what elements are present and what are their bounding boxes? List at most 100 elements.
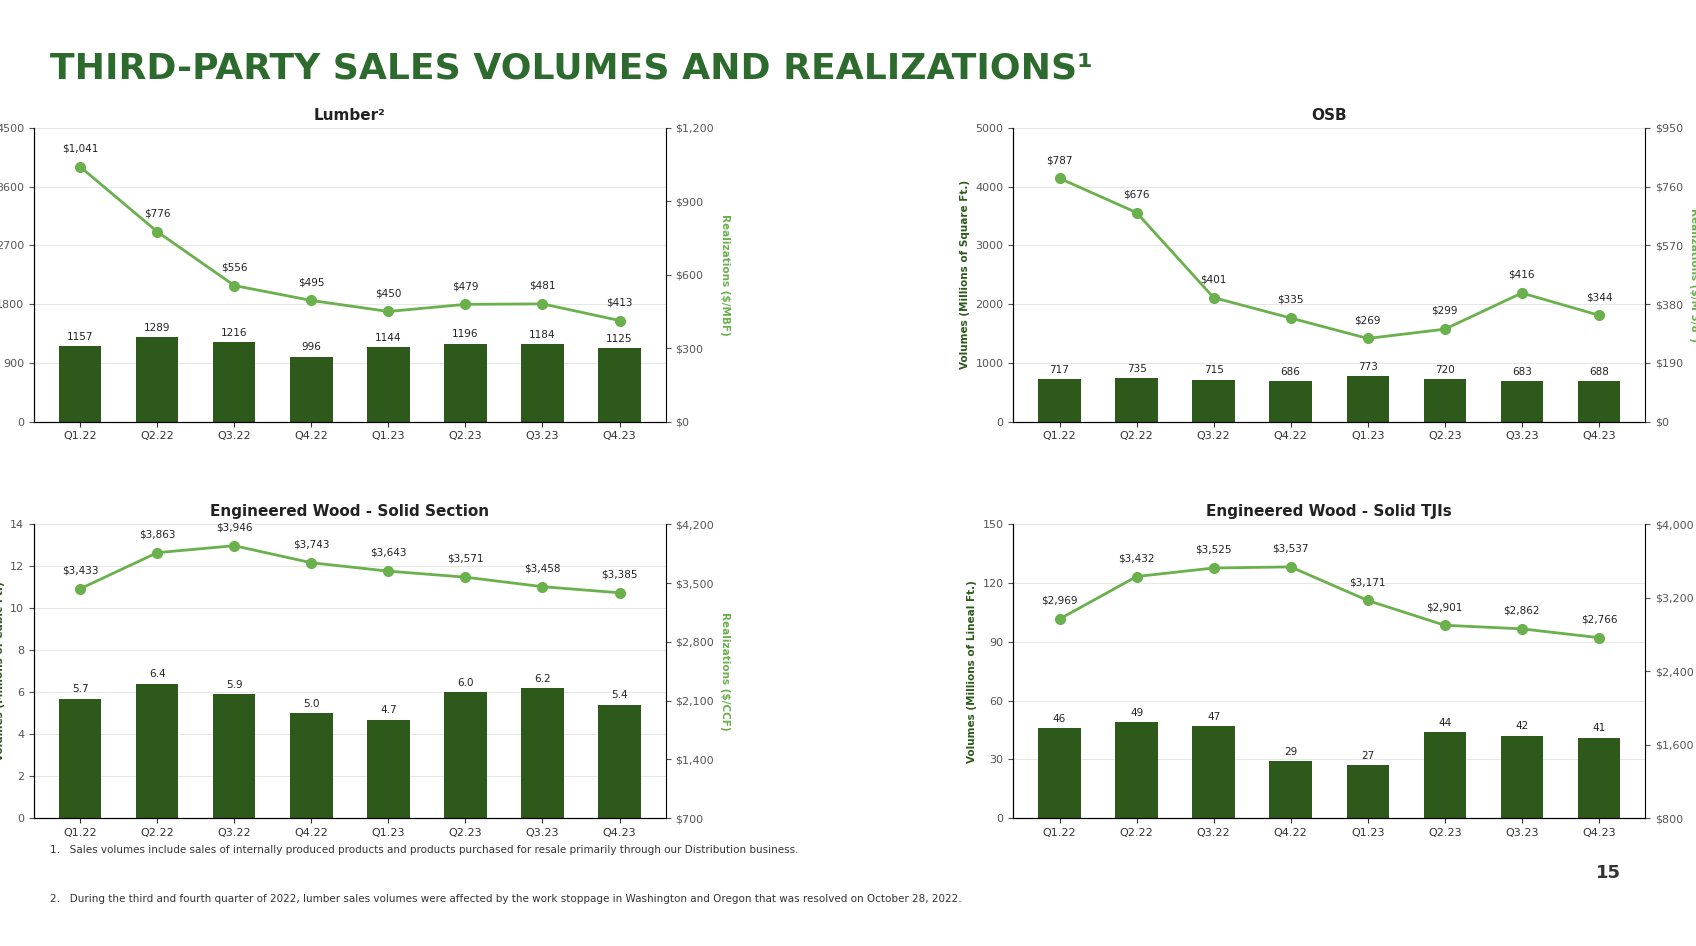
Text: $3,571: $3,571	[448, 554, 483, 564]
Text: 773: 773	[1358, 361, 1377, 372]
Bar	[1347, 377, 1389, 422]
Y-axis label: Volumes (Millions of Lineal Ft.): Volumes (Millions of Lineal Ft.)	[967, 580, 977, 762]
Text: 4.7: 4.7	[380, 705, 397, 715]
Text: $299: $299	[1431, 306, 1459, 316]
Text: 720: 720	[1435, 365, 1455, 375]
Text: 27: 27	[1362, 751, 1374, 761]
Bar	[444, 343, 487, 422]
Text: 1.   Sales volumes include sales of internally produced products and products pu: 1. Sales volumes include sales of intern…	[51, 846, 799, 855]
Text: $776: $776	[144, 208, 171, 219]
Text: 6.2: 6.2	[534, 674, 551, 684]
Y-axis label: Realizations ($/M 3/8"): Realizations ($/M 3/8")	[1689, 208, 1696, 342]
Text: 47: 47	[1208, 711, 1219, 722]
Text: 735: 735	[1126, 364, 1146, 374]
Text: 5.9: 5.9	[226, 680, 243, 690]
Bar	[290, 357, 332, 422]
Text: 1289: 1289	[144, 324, 171, 333]
Y-axis label: Volumes (Millions of Square Ft.): Volumes (Millions of Square Ft.)	[960, 180, 970, 369]
Text: $401: $401	[1201, 274, 1226, 285]
Text: $3,385: $3,385	[602, 569, 638, 580]
Text: $3,537: $3,537	[1272, 544, 1309, 553]
Text: $2,862: $2,862	[1504, 605, 1540, 616]
Text: 41: 41	[1593, 724, 1606, 733]
Y-axis label: Volumes (Millions of Cubic Ft.): Volumes (Millions of Cubic Ft.)	[0, 582, 5, 762]
Text: 6.0: 6.0	[458, 678, 473, 688]
Text: $2,766: $2,766	[1581, 615, 1618, 624]
Bar	[1577, 738, 1620, 818]
Y-axis label: Realizations ($/CCF): Realizations ($/CCF)	[719, 612, 729, 730]
Bar	[599, 705, 641, 818]
Bar	[1270, 762, 1313, 818]
Bar	[59, 698, 102, 818]
Bar	[599, 348, 641, 422]
Bar	[1577, 381, 1620, 422]
Text: 46: 46	[1053, 713, 1067, 724]
Text: 15: 15	[1596, 864, 1621, 882]
Text: 1216: 1216	[220, 328, 248, 338]
Bar	[1501, 381, 1543, 422]
Text: $556: $556	[220, 262, 248, 272]
Text: $335: $335	[1277, 295, 1304, 305]
Text: 715: 715	[1204, 365, 1223, 376]
Bar	[1038, 728, 1080, 818]
Title: OSB: OSB	[1311, 108, 1347, 123]
Text: 1196: 1196	[453, 329, 478, 339]
Text: 1125: 1125	[605, 334, 633, 343]
Bar	[136, 684, 178, 818]
Text: 5.0: 5.0	[304, 699, 319, 709]
Text: $413: $413	[605, 297, 633, 307]
Title: Engineered Wood - Solid TJIs: Engineered Wood - Solid TJIs	[1206, 504, 1452, 519]
Text: 717: 717	[1050, 365, 1070, 375]
Bar	[1116, 722, 1158, 818]
Text: 44: 44	[1438, 718, 1452, 727]
Text: $3,525: $3,525	[1196, 545, 1231, 554]
Bar	[1192, 379, 1235, 422]
Text: $3,433: $3,433	[61, 566, 98, 575]
Bar	[444, 692, 487, 818]
Text: 1184: 1184	[529, 330, 556, 340]
Text: $3,643: $3,643	[370, 548, 407, 558]
Text: $2,901: $2,901	[1426, 602, 1464, 612]
Text: $1,041: $1,041	[63, 144, 98, 153]
Text: $479: $479	[453, 281, 478, 291]
Text: $3,743: $3,743	[293, 539, 329, 550]
Bar	[214, 342, 256, 422]
Bar	[1423, 732, 1465, 818]
Text: 688: 688	[1589, 367, 1610, 377]
Text: 1157: 1157	[66, 332, 93, 342]
Bar	[521, 344, 563, 422]
Text: $676: $676	[1123, 189, 1150, 200]
Text: 6.4: 6.4	[149, 670, 166, 679]
Text: 1144: 1144	[375, 333, 402, 342]
Text: 5.7: 5.7	[71, 684, 88, 694]
Bar	[1116, 378, 1158, 422]
Text: $3,171: $3,171	[1350, 577, 1386, 587]
Bar	[1270, 381, 1313, 422]
Text: $416: $416	[1508, 270, 1535, 280]
Text: $2,969: $2,969	[1041, 596, 1077, 605]
Text: $269: $269	[1355, 315, 1381, 325]
Bar	[366, 347, 409, 422]
Bar	[136, 338, 178, 422]
Text: $3,458: $3,458	[524, 564, 561, 573]
Text: 42: 42	[1515, 722, 1528, 731]
Text: 29: 29	[1284, 747, 1297, 757]
Text: 683: 683	[1511, 367, 1531, 377]
Text: 996: 996	[302, 342, 321, 352]
Text: $344: $344	[1586, 292, 1613, 302]
Text: $3,863: $3,863	[139, 530, 175, 539]
Text: $450: $450	[375, 289, 402, 298]
Bar	[290, 713, 332, 818]
Title: Engineered Wood - Solid Section: Engineered Wood - Solid Section	[210, 504, 490, 519]
Text: 49: 49	[1130, 708, 1143, 718]
Bar	[1038, 379, 1080, 422]
Text: 2.   During the third and fourth quarter of 2022, lumber sales volumes were affe: 2. During the third and fourth quarter o…	[51, 894, 962, 904]
Text: THIRD-PARTY SALES VOLUMES AND REALIZATIONS¹: THIRD-PARTY SALES VOLUMES AND REALIZATIO…	[51, 52, 1092, 86]
Text: $481: $481	[529, 281, 556, 290]
Title: Lumber²: Lumber²	[314, 108, 385, 123]
Bar	[59, 346, 102, 422]
Bar	[1501, 736, 1543, 818]
Bar	[1192, 727, 1235, 818]
Bar	[366, 720, 409, 818]
Text: $787: $787	[1046, 155, 1074, 165]
